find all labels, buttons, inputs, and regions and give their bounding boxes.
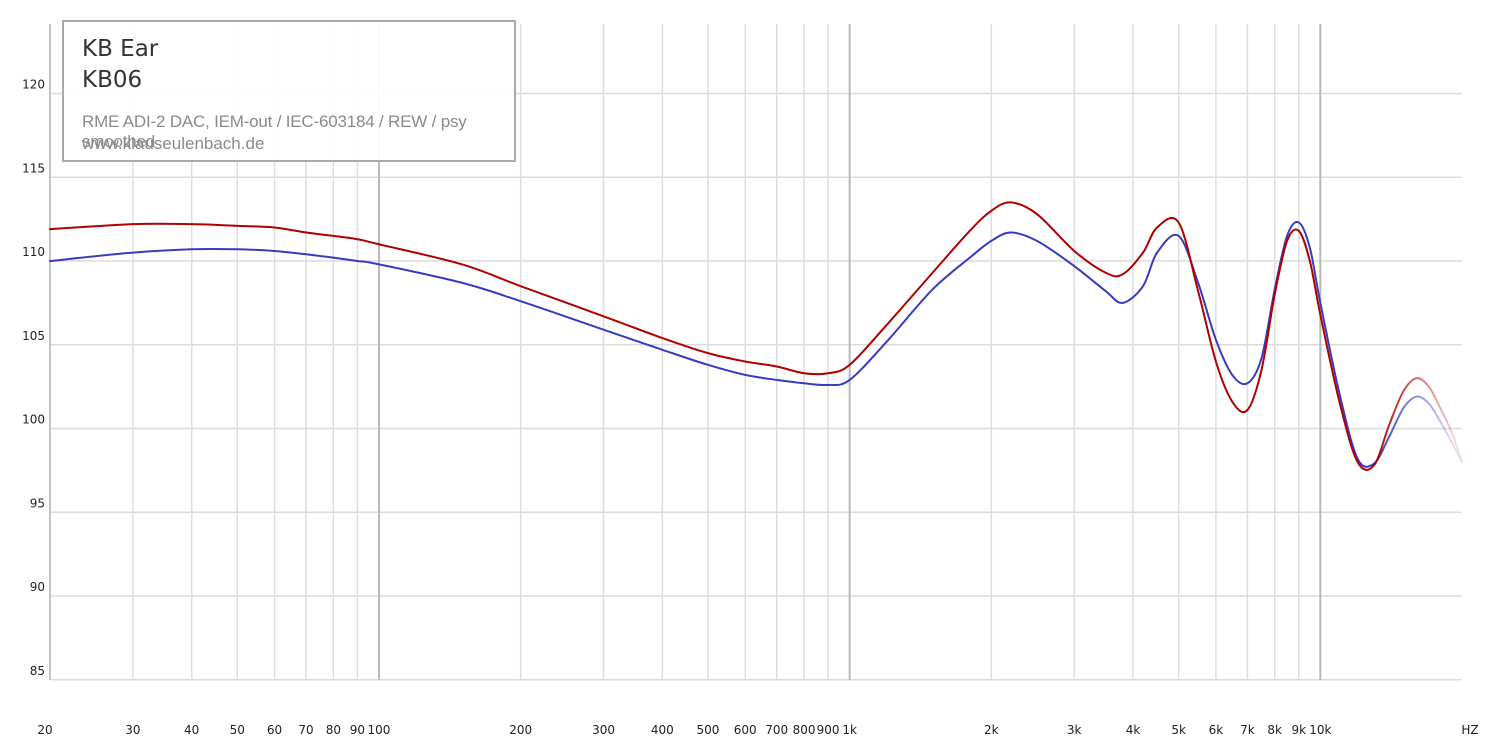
x-tick-label-200: 200: [509, 723, 532, 737]
x-tick-label-400: 400: [651, 723, 674, 737]
x-axis-unit-label: HZ: [1461, 723, 1478, 737]
legend-brand: KB Ear: [82, 36, 159, 62]
x-tick-label-100: 100: [368, 723, 391, 737]
x-tick-label-4k: 4k: [1126, 723, 1141, 737]
y-tick-label-115: 115: [22, 161, 45, 175]
x-tick-label-50: 50: [230, 723, 245, 737]
x-tick-label-5k: 5k: [1171, 723, 1186, 737]
x-tick-label-600: 600: [734, 723, 757, 737]
x-tick-label-70: 70: [298, 723, 313, 737]
x-tick-label-2k: 2k: [984, 723, 999, 737]
y-tick-label-85: 85: [30, 664, 45, 678]
x-tick-label-6k: 6k: [1209, 723, 1224, 737]
x-tick-label-800: 800: [793, 723, 816, 737]
x-tick-label-10k: 10k: [1309, 723, 1331, 737]
series-line-blue: [49, 221, 1463, 468]
x-tick-label-900: 900: [817, 723, 840, 737]
x-tick-label-40: 40: [184, 723, 199, 737]
y-tick-label-110: 110: [22, 245, 45, 259]
legend-website: www.klauseulenbach.de: [82, 134, 265, 153]
x-tick-label-90: 90: [350, 723, 365, 737]
legend-model: KB06: [82, 67, 143, 93]
legend-measurement-rig: RME ADI-2 DAC, IEM-out / IEC-603184 / RE…: [82, 112, 467, 151]
x-tick-label-9k: 9k: [1291, 723, 1306, 737]
horizontal-gridlines: [50, 92, 1462, 681]
x-tick-label-700: 700: [765, 723, 788, 737]
x-tick-label-20: 20: [37, 723, 52, 737]
x-tick-label-80: 80: [326, 723, 341, 737]
y-tick-label-105: 105: [22, 329, 45, 343]
y-axis-tick-labels: 120 115 110 105 100 95 90 85: [22, 78, 45, 678]
x-tick-label-8k: 8k: [1267, 723, 1282, 737]
x-tick-label-30: 30: [125, 723, 140, 737]
y-tick-label-120: 120: [22, 78, 45, 92]
x-axis-tick-labels: 20 30 40 50 60 70 80 90 100 200 300 400 500 600 700 800…: [37, 723, 1331, 737]
x-tick-label-7k: 7k: [1240, 723, 1255, 737]
x-tick-label-1k: 1k: [842, 723, 857, 737]
x-tick-label-60: 60: [267, 723, 282, 737]
x-tick-label-300: 300: [592, 723, 615, 737]
y-tick-label-95: 95: [30, 496, 45, 510]
legend-box: KB Ear KB06 RME ADI-2 DAC, IEM-out / IEC…: [62, 20, 516, 162]
y-tick-label-100: 100: [22, 413, 45, 427]
x-tick-label-500: 500: [697, 723, 720, 737]
y-tick-label-90: 90: [30, 580, 45, 594]
series-line-red: [49, 201, 1463, 471]
x-tick-label-3k: 3k: [1067, 723, 1082, 737]
series-layer: [49, 201, 1463, 471]
